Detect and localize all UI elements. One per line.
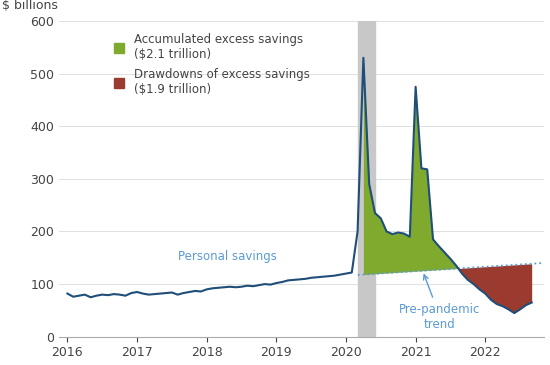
Y-axis label: $ billions: $ billions bbox=[2, 0, 58, 12]
Text: Personal savings: Personal savings bbox=[178, 250, 277, 264]
Bar bbox=[358, 21, 375, 337]
Text: Pre-pandemic
trend: Pre-pandemic trend bbox=[399, 275, 481, 331]
Legend: Accumulated excess savings
($2.1 trillion), Drawdowns of excess savings
($1.9 tr: Accumulated excess savings ($2.1 trillio… bbox=[113, 33, 310, 96]
